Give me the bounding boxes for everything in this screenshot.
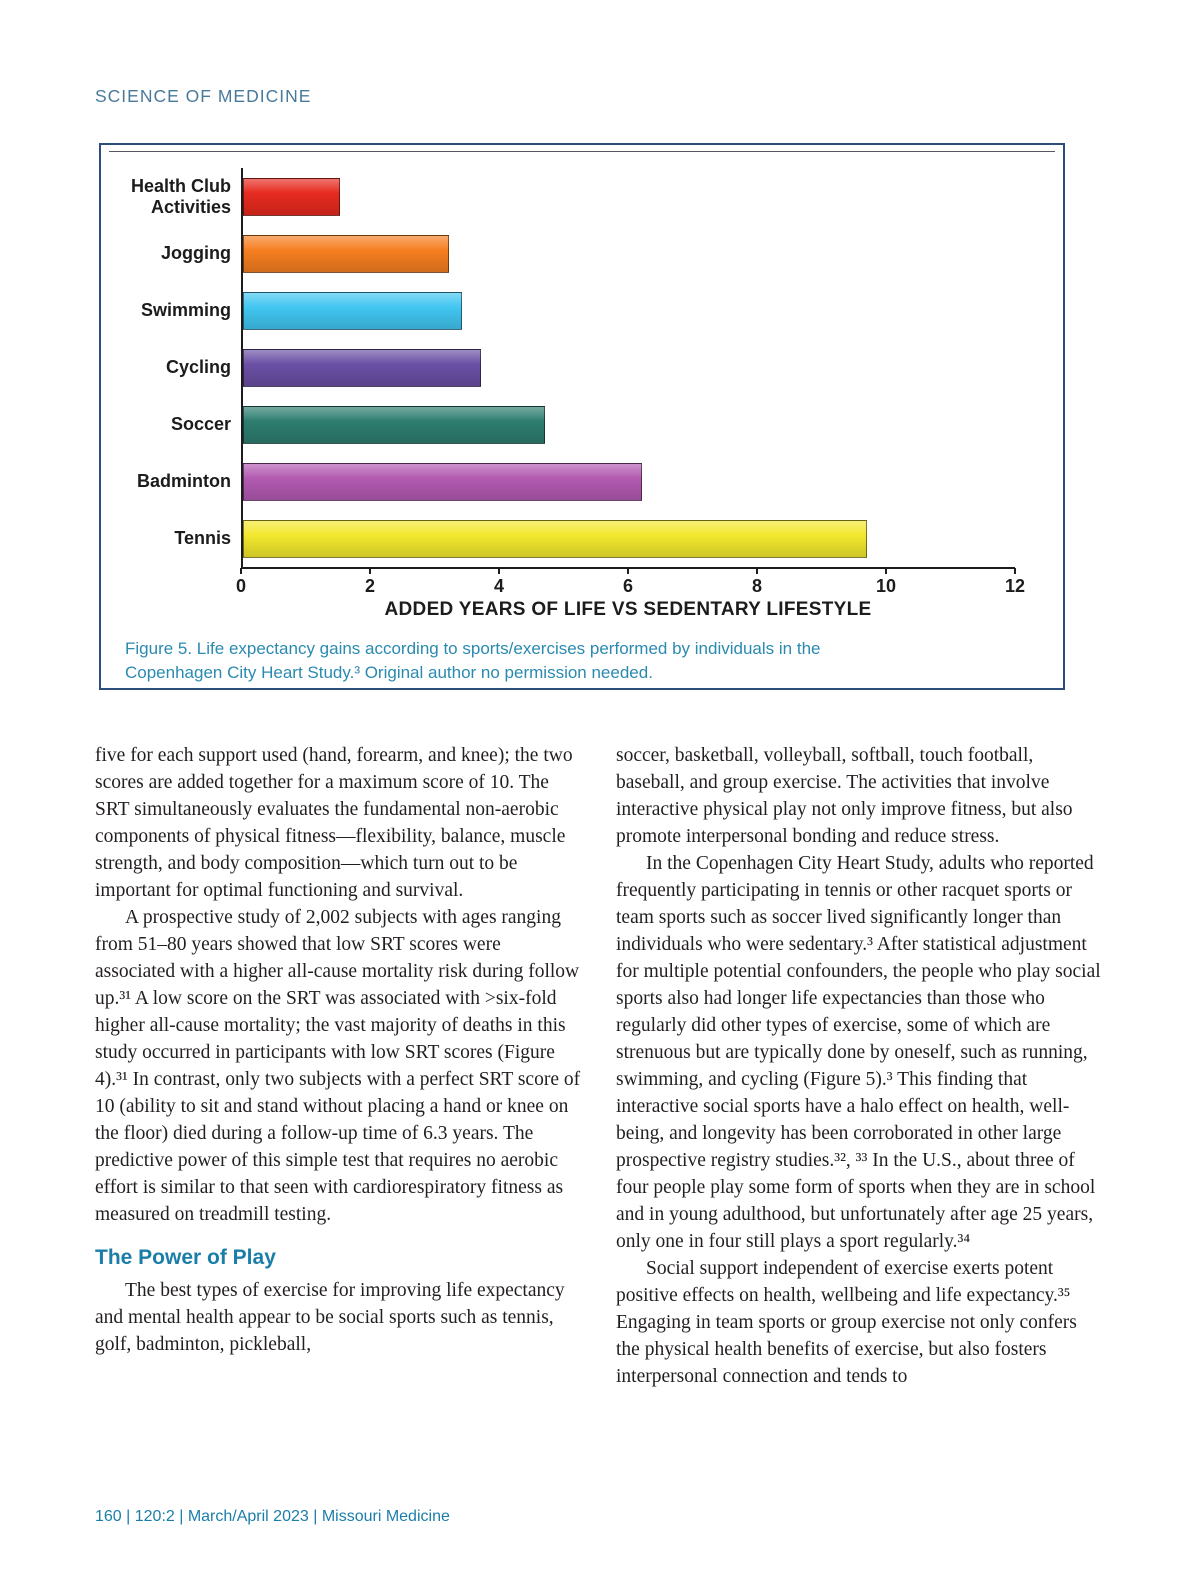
right-column: soccer, basketball, volleyball, softball… [616, 742, 1105, 1390]
bar-soccer [243, 405, 546, 444]
x-tick-label: 6 [622, 568, 634, 596]
bar-health-club-activities [243, 177, 340, 216]
bar-swimming [243, 291, 462, 330]
bar-chart: Health Club Activities Jogging Swimming Cyc… [109, 151, 1055, 621]
bar-row [243, 168, 1015, 225]
figure-5-box: Health Club Activities Jogging Swimming Cyc… [99, 143, 1065, 690]
category-label: Tennis [174, 528, 231, 549]
article-columns: five for each support used (hand, forear… [95, 742, 1105, 1390]
bar-row [243, 225, 1015, 282]
bar-jogging [243, 234, 449, 273]
section-header: SCIENCE OF MEDICINE [95, 86, 312, 106]
paragraph: The best types of exercise for improving… [95, 1280, 565, 1355]
paragraph: soccer, basketball, volleyball, softball… [616, 745, 1073, 847]
chart-bars [241, 168, 1015, 569]
bar-row [243, 339, 1015, 396]
paragraph: five for each support used (hand, forear… [95, 745, 573, 901]
paragraph: Social support independent of exercise e… [616, 1258, 1077, 1387]
paragraph: A prospective study of 2,002 subjects wi… [95, 907, 581, 1225]
category-label: Soccer [170, 414, 231, 435]
x-tick-label: 0 [235, 568, 247, 596]
category-label: Swimming [140, 300, 231, 321]
category-label: Jogging [161, 243, 231, 264]
bar-row [243, 282, 1015, 339]
category-label: Health Club Activities [130, 175, 231, 217]
bar-badminton [243, 462, 642, 501]
bar-row [243, 453, 1015, 510]
section-heading-power-of-play: The Power of Play [95, 1246, 276, 1269]
chart-plot-area: Health Club Activities Jogging Swimming Cyc… [113, 168, 1015, 569]
figure-caption: Figure 5. Life expectancy gains accordin… [125, 639, 821, 682]
chart-categories: Health Club Activities Jogging Swimming Cyc… [113, 168, 241, 569]
x-tick-label: 12 [1004, 568, 1026, 596]
bar-tennis [243, 519, 868, 558]
page-footer: 160 | 120:2 | March/April 2023 | Missour… [95, 1508, 450, 1525]
category-label: Badminton [137, 471, 231, 492]
x-axis-label: ADDED YEARS OF LIFE VS SEDENTARY LIFESTY… [384, 599, 872, 620]
category-label: Cycling [165, 357, 231, 378]
x-tick-label: 4 [493, 568, 504, 596]
left-column: five for each support used (hand, forear… [95, 742, 584, 1390]
x-tick-label: 10 [875, 568, 897, 596]
x-axis-ticks: 0 2 4 6 8 10 12 [236, 568, 1025, 597]
bar-row [243, 510, 1015, 567]
paragraph: In the Copenhagen City Heart Study, adul… [616, 853, 1101, 1252]
bar-cycling [243, 348, 482, 387]
bar-row [243, 396, 1015, 453]
x-tick-label: 8 [751, 568, 762, 596]
x-tick-label: 2 [364, 568, 375, 596]
